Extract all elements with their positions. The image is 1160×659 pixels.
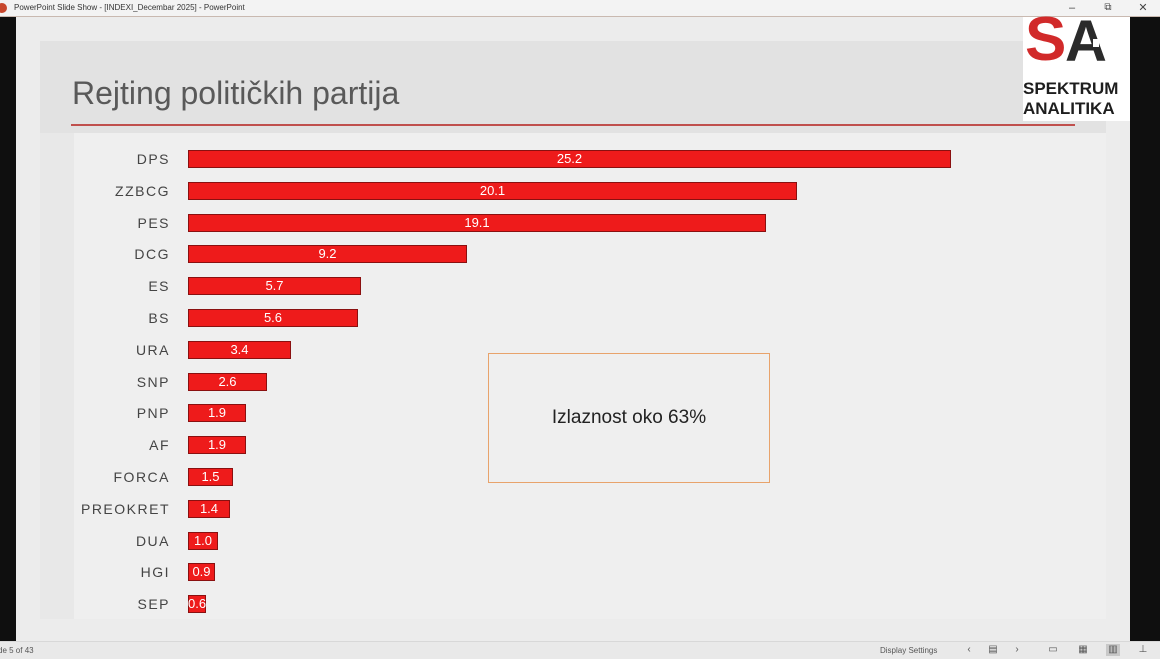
bar xyxy=(188,150,951,168)
spektrum-analitika-logo: S A SPEKTRUM ANALITIKA xyxy=(1023,9,1130,121)
data-label: 3.4 xyxy=(230,342,249,357)
logo-mark-a: A xyxy=(1065,9,1107,74)
logo-text-line2: ANALITIKA xyxy=(1023,99,1115,118)
restore-button[interactable]: ⧉ xyxy=(1104,2,1112,13)
category-label: FORCA xyxy=(113,469,170,485)
data-label: 1.5 xyxy=(201,469,220,484)
title-panel xyxy=(40,41,1106,133)
window-title: PowerPoint Slide Show - [INDEXI_Decembar… xyxy=(14,3,245,12)
category-label: PREOKRET xyxy=(80,501,170,517)
normal-view-icon[interactable]: ▭ xyxy=(1048,644,1058,655)
data-label: 5.6 xyxy=(263,310,283,325)
turnout-note-text: Izlaznost oko 63% xyxy=(551,407,707,428)
bar xyxy=(188,436,246,454)
bar xyxy=(188,595,206,613)
category-label: ZZBCG xyxy=(115,183,170,199)
minimize-button[interactable]: – xyxy=(1068,2,1076,14)
category-label: AF xyxy=(149,437,170,453)
slide[interactable]: Rejting političkih partija S A SPEKTRUM … xyxy=(16,9,1130,641)
category-label: PNP xyxy=(136,405,170,421)
next-slide-button[interactable]: › xyxy=(1015,644,1019,655)
category-label: HGI xyxy=(140,564,170,580)
category-label: DUA xyxy=(135,533,170,549)
data-label: 9.2 xyxy=(318,246,337,261)
turnout-note-box: Izlaznost oko 63% xyxy=(488,353,770,483)
category-label: PES xyxy=(137,215,170,231)
data-label: 0.6 xyxy=(188,596,207,611)
bar xyxy=(188,563,215,581)
window-title-bar: PowerPoint Slide Show - [INDEXI_Decembar… xyxy=(0,0,1160,17)
bar xyxy=(188,245,467,263)
slide-title: Rejting političkih partija xyxy=(72,75,400,111)
category-label: DCG xyxy=(134,246,170,262)
slide-menu-icon[interactable]: ▤ xyxy=(988,644,998,655)
powerpoint-app-icon xyxy=(0,3,7,13)
bar xyxy=(188,214,766,232)
display-settings-button[interactable]: Display Settings xyxy=(880,646,938,655)
category-label: ES xyxy=(148,278,170,294)
bar xyxy=(188,532,218,550)
category-label: BS xyxy=(148,310,170,326)
bar xyxy=(188,404,246,422)
bar xyxy=(188,468,233,486)
data-label: 25.2 xyxy=(556,151,583,166)
slide-counter: de 5 of 43 xyxy=(0,646,34,655)
logo-mark-s: S xyxy=(1025,5,1067,74)
data-label: 5.7 xyxy=(265,278,284,293)
data-label: 1.9 xyxy=(207,437,227,452)
reading-view-icon[interactable]: ▥ xyxy=(1106,644,1120,656)
previous-slide-button[interactable]: ‹ xyxy=(967,644,971,655)
bar xyxy=(188,309,358,327)
bar xyxy=(188,373,267,391)
bar xyxy=(188,182,797,200)
category-label: DPS xyxy=(136,151,170,167)
data-label: 1.4 xyxy=(199,501,219,516)
category-label: SEP xyxy=(137,596,170,612)
slide-sorter-icon[interactable]: ▦ xyxy=(1078,644,1088,655)
category-label: URA xyxy=(135,342,170,358)
title-underline xyxy=(71,124,1075,126)
data-label: 2.6 xyxy=(218,374,237,389)
bar-chart: DPS 25.2 ZZBCG 20.1 PES 19.1 DCG 9.2 ES 5.7 BS 5.6 U… xyxy=(16,17,1130,641)
data-label: 20.1 xyxy=(479,183,506,198)
status-bar: de 5 of 43 Display Settings ‹ ▤ › ▭ ▦ ▥ … xyxy=(0,641,1160,659)
category-label: SNP xyxy=(136,374,170,390)
bar xyxy=(188,341,291,359)
data-label: 1.0 xyxy=(193,533,213,548)
data-label: 0.9 xyxy=(192,564,211,579)
data-label: 1.9 xyxy=(207,405,227,420)
close-button[interactable]: ✕ xyxy=(1138,2,1148,14)
bar xyxy=(188,500,230,518)
bar xyxy=(188,277,361,295)
data-label: 19.1 xyxy=(464,215,490,230)
logo-text-line1: SPEKTRUM xyxy=(1023,79,1119,98)
slide-show-icon[interactable]: ⊥ xyxy=(1138,644,1148,655)
